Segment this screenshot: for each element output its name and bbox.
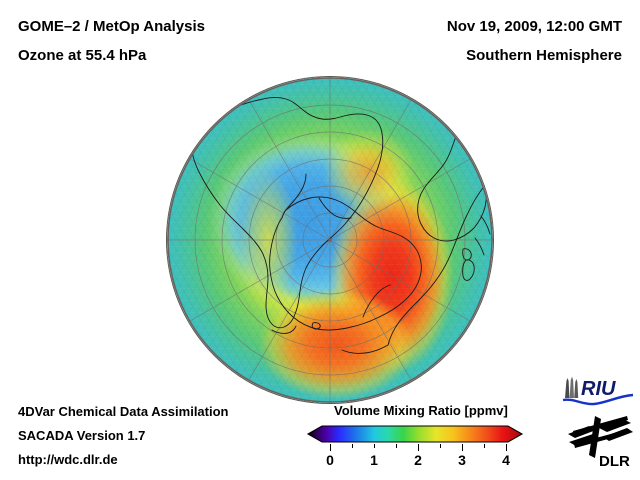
hemisphere-label: Southern Hemisphere (466, 47, 622, 64)
riu-towers-icon (565, 376, 579, 398)
globe-limb (167, 77, 493, 403)
tick-4 (506, 444, 507, 451)
tick-minor-c (440, 444, 441, 448)
coastline-madagascar (462, 259, 475, 281)
tick-0 (330, 444, 331, 451)
dlr-wordmark: DLR (599, 453, 630, 470)
south-pole-marker (328, 238, 332, 242)
colorbar-ticks (308, 444, 522, 452)
colorbar-label-0: 0 (326, 452, 334, 468)
assimilation-label: 4DVar Chemical Data Assimilation (18, 404, 229, 419)
version-label: SACADA Version 1.7 (18, 428, 146, 443)
tick-minor-a (352, 444, 353, 448)
colorbar-label-1: 1 (370, 452, 378, 468)
page-title: GOME–2 / MetOp Analysis (18, 18, 205, 35)
coastline-antarctic-peninsula (285, 173, 307, 211)
globe-overlay (167, 77, 493, 403)
tick-minor-b (396, 444, 397, 448)
graticule (168, 78, 492, 402)
coastline-africa-south (341, 344, 389, 354)
coastline-australia (417, 132, 487, 242)
coastlines (190, 97, 491, 354)
colorbar-title: Volume Mixing Ratio [ppmv] (334, 403, 508, 418)
coastline-new-zealand (480, 215, 491, 235)
coastline-tasmania (462, 248, 472, 261)
coastline-south-america (190, 97, 384, 329)
colorbar-gradient (306, 425, 524, 443)
colorbar (306, 424, 524, 444)
coastline-tierra-del-fuego (271, 325, 297, 334)
riu-wordmark: RIU (581, 378, 616, 400)
website-link[interactable]: http://wdc.dlr.de (18, 452, 118, 467)
riu-logo[interactable]: RIU (562, 374, 634, 408)
tick-3 (462, 444, 463, 451)
colorbar-label-4: 4 (502, 452, 510, 468)
tick-1 (418, 444, 419, 451)
coastline-antarctica-inlets (318, 197, 352, 219)
tick-minor-d (484, 444, 485, 448)
coastline-antarctica-inlets-2 (362, 284, 391, 318)
coastline-africa (387, 184, 486, 346)
globe-disc (167, 77, 493, 403)
dlr-logo[interactable]: DLR (565, 414, 635, 470)
coastline-antarctica (269, 196, 422, 331)
coastline-new-zealand-south (474, 237, 485, 256)
colorbar-labels: 0 1 2 3 4 (308, 452, 522, 470)
colorbar-label-2: 2 (414, 452, 422, 468)
riu-wave-icon (562, 393, 634, 406)
dlr-mark-icon (568, 416, 633, 458)
valid-time-label: Nov 19, 2009, 12:00 GMT (446, 18, 622, 35)
tick-0-5 (374, 444, 375, 448)
globe-map (167, 77, 493, 403)
colorbar-swatch (306, 425, 524, 443)
page-subtitle: Ozone at 55.4 hPa (18, 47, 147, 64)
colorbar-label-3: 3 (458, 452, 466, 468)
